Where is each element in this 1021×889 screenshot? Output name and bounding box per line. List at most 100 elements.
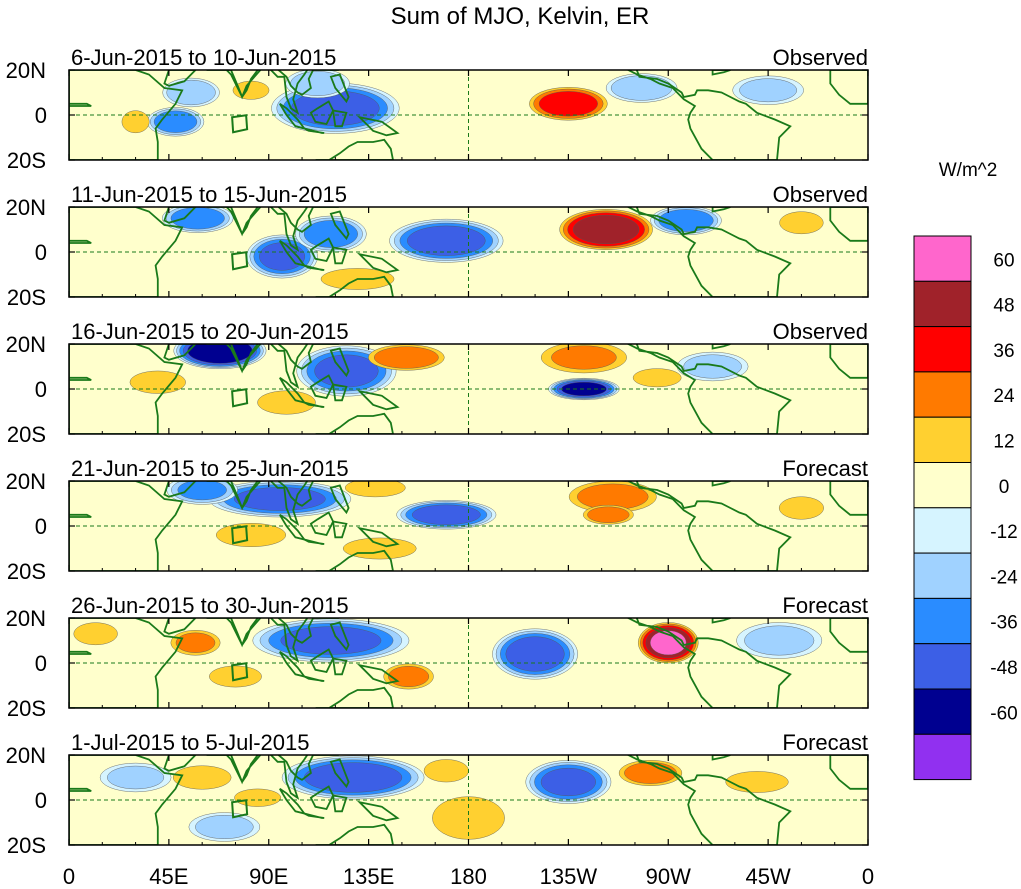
x-tick-label: 135E bbox=[343, 864, 394, 889]
panel-1: 20N 0 20S 6-Jun-2015 to 10-Jun-2015 Observed bbox=[6, 45, 869, 173]
anomaly-contour bbox=[587, 506, 630, 523]
coastline bbox=[329, 621, 350, 652]
anomaly-feature bbox=[73, 622, 118, 646]
coastline bbox=[206, 344, 339, 390]
anomaly-feature bbox=[121, 110, 150, 134]
anomaly-contour bbox=[778, 496, 824, 520]
colorbar-label: -48 bbox=[990, 658, 1017, 679]
y-tick-label: 20N bbox=[6, 469, 46, 494]
coastline bbox=[69, 70, 184, 160]
region-box bbox=[231, 114, 249, 134]
coastline bbox=[69, 344, 184, 434]
colorbar-label: -24 bbox=[990, 567, 1018, 588]
panel-period: 11-Jun-2015 to 15-Jun-2015 bbox=[71, 182, 347, 207]
coastline bbox=[206, 70, 339, 116]
panels-group: 20N 0 20S 6-Jun-2015 to 10-Jun-2015 Observed… bbox=[6, 45, 869, 858]
y-tick-label: 20S bbox=[7, 559, 46, 584]
panel-status: Forecast bbox=[782, 593, 868, 618]
anomaly-contour bbox=[551, 345, 617, 370]
coastline bbox=[711, 618, 731, 624]
colorbar-swatch bbox=[913, 326, 972, 373]
anomaly-contour bbox=[209, 665, 262, 688]
colorbar-swatch bbox=[913, 371, 972, 418]
anomaly-contour bbox=[725, 771, 789, 793]
y-tick-label: 20N bbox=[6, 332, 46, 357]
panel-status: Forecast bbox=[782, 730, 868, 755]
panel-5: 20N 0 20S 26-Jun-2015 to 30-Jun-2015 Forecas… bbox=[6, 593, 869, 721]
anomaly-feature bbox=[618, 760, 683, 786]
coastline bbox=[206, 755, 339, 801]
panel-status: Forecast bbox=[782, 456, 868, 481]
coastlines bbox=[69, 207, 868, 297]
coastline bbox=[303, 127, 325, 134]
coastline bbox=[163, 481, 197, 498]
coastlines bbox=[69, 618, 868, 708]
coastline bbox=[332, 520, 348, 539]
coastline bbox=[356, 663, 400, 685]
y-tick-label: 20N bbox=[6, 743, 46, 768]
anomaly-feature bbox=[396, 500, 497, 530]
panel-status: Observed bbox=[773, 182, 868, 207]
coastline bbox=[829, 481, 868, 516]
coastline bbox=[711, 755, 731, 761]
anomaly-feature bbox=[99, 762, 172, 793]
anomaly-contour bbox=[303, 220, 358, 248]
coastline bbox=[329, 484, 350, 515]
anomaly-feature bbox=[129, 370, 186, 394]
coastline bbox=[711, 70, 731, 76]
coastline bbox=[315, 275, 394, 297]
panel-period: 26-Jun-2015 to 30-Jun-2015 bbox=[71, 593, 349, 618]
anomaly-feature bbox=[492, 628, 578, 680]
anomaly-contour bbox=[374, 346, 439, 369]
coastline bbox=[332, 657, 348, 676]
coastline bbox=[329, 758, 350, 789]
coastline bbox=[829, 618, 868, 653]
anomaly-contour bbox=[779, 211, 824, 235]
anomaly-contour bbox=[572, 214, 640, 245]
colorbar-label: 0 bbox=[999, 477, 1010, 498]
coastline bbox=[356, 389, 400, 411]
anomaly-feature bbox=[725, 771, 789, 793]
anomaly-feature bbox=[541, 344, 627, 374]
coastline bbox=[303, 538, 325, 545]
coastline bbox=[303, 812, 325, 819]
anomaly-contour bbox=[632, 368, 682, 388]
coastline bbox=[332, 246, 348, 265]
anomaly-contour bbox=[624, 762, 677, 784]
anomaly-contour bbox=[683, 354, 742, 379]
coastline bbox=[163, 755, 197, 772]
region-box bbox=[231, 388, 249, 408]
panel-2: 20N 0 20S 11-Jun-2015 to 15-Jun-2015 Observe… bbox=[6, 182, 869, 310]
anomaly-feature bbox=[252, 618, 410, 663]
coastline bbox=[303, 675, 325, 682]
y-tick-label: 20N bbox=[6, 58, 46, 83]
y-tick-label: 20N bbox=[6, 606, 46, 631]
anomaly-feature bbox=[295, 215, 367, 253]
anomaly-feature bbox=[529, 87, 608, 121]
figure-title: Sum of MJO, Kelvin, ER bbox=[391, 3, 650, 30]
anomaly-contour bbox=[610, 75, 673, 101]
coastline bbox=[315, 823, 394, 845]
anomaly-feature bbox=[676, 351, 749, 382]
anomaly-feature bbox=[162, 77, 220, 108]
anomaly-feature bbox=[170, 630, 221, 656]
region-box bbox=[231, 662, 249, 682]
colorbar-label: -12 bbox=[990, 522, 1017, 543]
anomaly-feature bbox=[732, 75, 804, 105]
coastline bbox=[69, 755, 184, 845]
coastline bbox=[163, 207, 197, 224]
anomaly-feature bbox=[389, 218, 504, 263]
colorbar-swatch bbox=[913, 235, 972, 282]
y-tick-label: 20S bbox=[7, 285, 46, 310]
anomaly-feature bbox=[632, 368, 682, 388]
x-tick-label: 0 bbox=[862, 864, 874, 889]
coastline bbox=[626, 755, 792, 845]
y-tick-label: 20S bbox=[7, 422, 46, 447]
coastline bbox=[329, 210, 350, 241]
y-tick-label: 0 bbox=[35, 103, 47, 128]
anomaly-contour bbox=[739, 78, 797, 103]
panel-status: Observed bbox=[773, 319, 868, 344]
coastline bbox=[163, 344, 197, 361]
colorbar-swatch bbox=[913, 416, 972, 464]
